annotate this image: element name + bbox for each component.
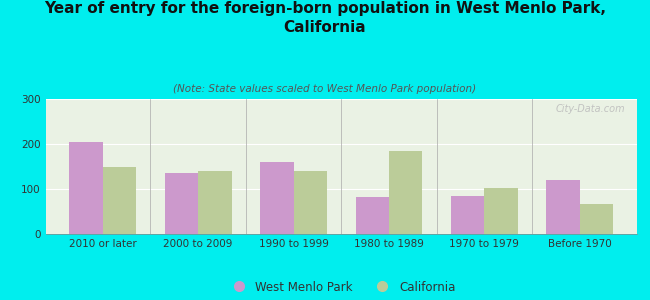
Bar [164,173,198,234]
Bar [451,196,484,234]
Bar [198,171,231,234]
Text: City-Data.com: City-Data.com [556,104,625,114]
Bar [260,162,294,234]
Bar [103,167,136,234]
Bar [389,151,422,234]
Bar [484,188,518,234]
Bar [294,171,327,234]
Bar [547,180,580,234]
Legend: West Menlo Park, California: West Menlo Park, California [222,276,460,298]
Bar [580,204,613,234]
Bar [70,142,103,234]
Text: Year of entry for the foreign-born population in West Menlo Park,
California: Year of entry for the foreign-born popul… [44,2,606,35]
Bar [356,197,389,234]
Text: (Note: State values scaled to West Menlo Park population): (Note: State values scaled to West Menlo… [174,84,476,94]
